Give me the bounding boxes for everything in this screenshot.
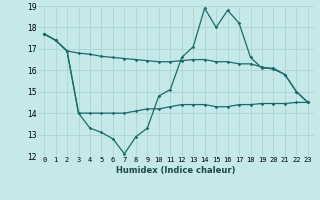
X-axis label: Humidex (Indice chaleur): Humidex (Indice chaleur) xyxy=(116,166,236,175)
